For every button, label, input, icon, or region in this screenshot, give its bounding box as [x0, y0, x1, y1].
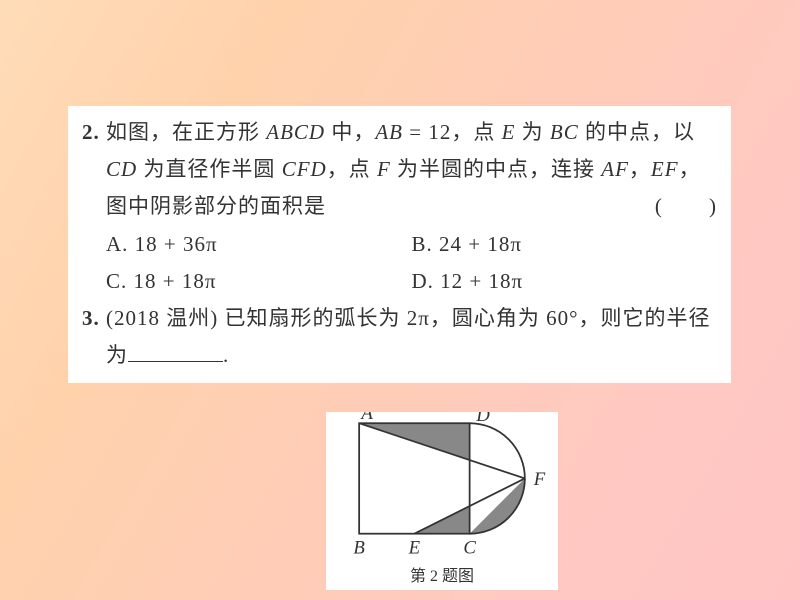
svg-text:B: B [353, 538, 365, 559]
svg-text:F: F [533, 469, 546, 490]
figure-q2: A D B E C F 第 2 题图 [326, 412, 558, 590]
q2-options: A. 18 + 36π B. 24 + 18π C. 18 + 18π D. 1… [82, 226, 717, 300]
figure-svg: A D B E C F [326, 412, 558, 567]
q3-source: (2018 温州) [106, 306, 218, 330]
q3-tail: . [223, 343, 229, 367]
q2-opt-a-text: 18 + 36π [135, 232, 218, 256]
question-2: 2. 如图，在正方形 ABCD 中，AB = 12，点 E 为 BC 的中点，以… [82, 114, 717, 224]
q2-number: 2. [82, 114, 100, 151]
q2-opt-c: C. 18 + 18π [106, 263, 412, 300]
svg-text:E: E [408, 538, 421, 559]
q2-paren: () [655, 188, 717, 225]
question-3: 3. (2018 温州) 已知扇形的弧长为 2π，圆心角为 60°，则它的半径为… [82, 300, 717, 374]
q2-opt-b-text: 24 + 18π [439, 232, 522, 256]
svg-text:A: A [359, 412, 373, 424]
q2-stem: 如图，在正方形 ABCD 中，AB = 12，点 E 为 BC 的中点，以 CD… [106, 120, 701, 218]
q2-opt-b: B. 24 + 18π [412, 226, 718, 263]
svg-text:C: C [463, 538, 476, 559]
q3-blank [128, 342, 223, 362]
q2-opt-c-text: 18 + 18π [134, 269, 217, 293]
q2-opt-d: D. 12 + 18π [412, 263, 718, 300]
q2-opt-a: A. 18 + 36π [106, 226, 412, 263]
q3-number: 3. [82, 300, 100, 337]
figure-caption: 第 2 题图 [326, 562, 558, 586]
svg-text:D: D [475, 412, 490, 426]
content-panel: 2. 如图，在正方形 ABCD 中，AB = 12，点 E 为 BC 的中点，以… [68, 106, 731, 383]
q2-opt-d-text: 12 + 18π [440, 269, 523, 293]
